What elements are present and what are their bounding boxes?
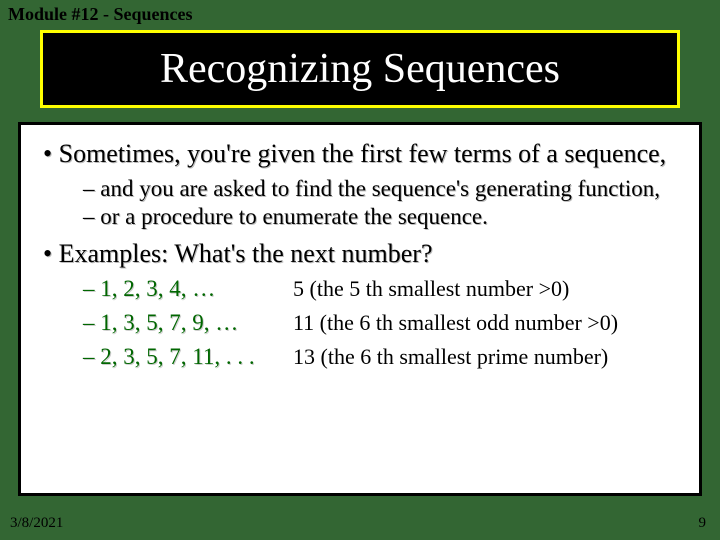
bullet-main-1: • Sometimes, you're given the first few … xyxy=(43,139,677,170)
example-row: – 1, 3, 5, 7, 9, … 11 (the 6 th smallest… xyxy=(83,310,677,336)
bullet-sub-2: – or a procedure to enumerate the sequen… xyxy=(43,204,677,231)
example-row: – 2, 3, 5, 7, 11, . . . 13 (the 6 th sma… xyxy=(83,344,677,370)
example-answer: 13 (the 6 th smallest prime number) xyxy=(293,344,608,370)
examples-block: – 1, 2, 3, 4, … 5 (the 5 th smallest num… xyxy=(43,276,677,370)
footer-date: 3/8/2021 xyxy=(10,515,63,532)
example-row: – 1, 2, 3, 4, … 5 (the 5 th smallest num… xyxy=(83,276,677,302)
footer-page: 9 xyxy=(699,515,707,532)
module-header: Module #12 - Sequences xyxy=(8,4,193,25)
slide-title: Recognizing Sequences xyxy=(160,45,560,93)
example-answer: 5 (the 5 th smallest number >0) xyxy=(293,276,569,302)
example-sequence: – 1, 2, 3, 4, … xyxy=(83,276,293,302)
example-sequence: – 1, 3, 5, 7, 9, … xyxy=(83,310,293,336)
content-box: • Sometimes, you're given the first few … xyxy=(18,122,702,496)
example-sequence: – 2, 3, 5, 7, 11, . . . xyxy=(83,344,293,370)
example-answer: 11 (the 6 th smallest odd number >0) xyxy=(293,310,618,336)
bullet-main-2: • Examples: What's the next number? xyxy=(43,238,677,270)
bullet-sub-1: – and you are asked to find the sequence… xyxy=(43,176,677,203)
title-box: Recognizing Sequences xyxy=(40,30,680,108)
